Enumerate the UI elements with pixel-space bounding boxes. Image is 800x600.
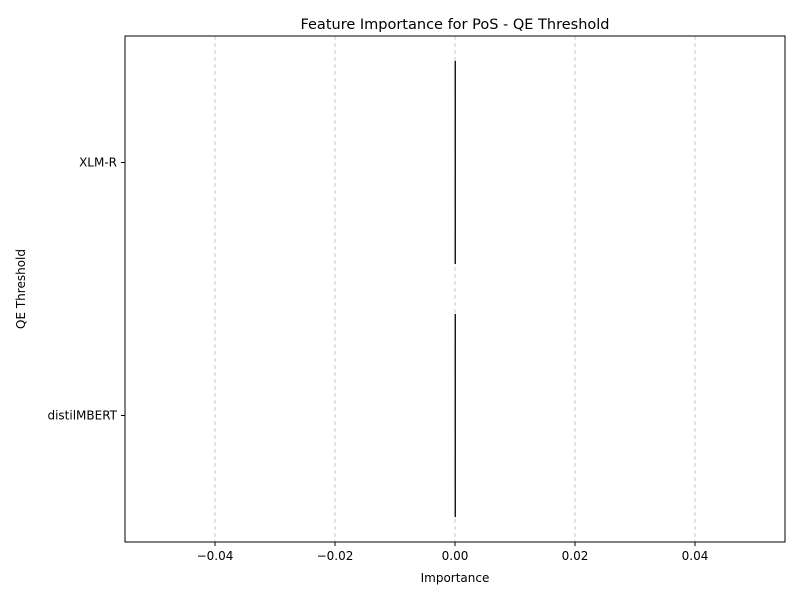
x-tick-label: 0.04 [682, 549, 709, 563]
chart-title: Feature Importance for PoS - QE Threshol… [300, 17, 609, 33]
bars [454, 60, 456, 518]
x-axis-label: Importance [421, 571, 490, 585]
x-tick-label: −0.04 [197, 549, 234, 563]
bar-xlm-r [454, 60, 456, 265]
x-tick-label: 0.00 [442, 549, 469, 563]
bar-distilmbert [454, 313, 456, 518]
y-axis-ticks: XLM-R distilMBERT [47, 156, 125, 423]
x-tick-label: −0.02 [317, 549, 354, 563]
y-axis-label: QE Threshold [14, 249, 28, 329]
y-tick-label: XLM-R [79, 156, 117, 170]
y-tick-label: distilMBERT [47, 409, 117, 423]
x-axis-ticks: −0.04 −0.02 0.00 0.02 0.04 [197, 542, 709, 563]
x-tick-label: 0.02 [562, 549, 589, 563]
